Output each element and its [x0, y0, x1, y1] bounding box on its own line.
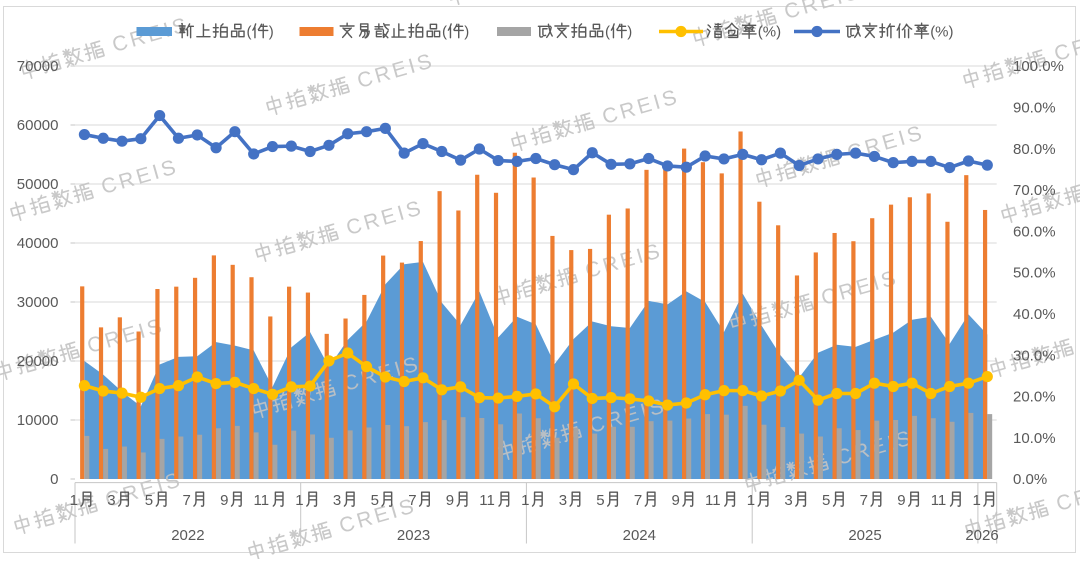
svg-text:90.0%: 90.0%: [1013, 100, 1056, 117]
svg-text:(: (: [247, 24, 252, 41]
svg-text:1: 1: [973, 492, 981, 509]
svg-text:1: 1: [70, 492, 78, 509]
svg-text:2023: 2023: [397, 527, 430, 544]
svg-text:2022: 2022: [171, 527, 204, 544]
svg-text:1: 1: [747, 492, 755, 509]
svg-text:9: 9: [897, 492, 905, 509]
svg-text:30000: 30000: [17, 294, 59, 311]
svg-text:9: 9: [220, 492, 228, 509]
svg-text:5: 5: [596, 492, 604, 509]
svg-text:11: 11: [705, 492, 721, 509]
svg-text:60.0%: 60.0%: [1013, 223, 1056, 240]
svg-text:2026: 2026: [965, 527, 998, 544]
svg-text:3: 3: [333, 492, 341, 509]
svg-text:40000: 40000: [17, 235, 59, 252]
svg-text:0.0%: 0.0%: [1013, 471, 1047, 488]
svg-text:5: 5: [822, 492, 830, 509]
svg-text:7: 7: [183, 492, 191, 509]
svg-text:7: 7: [634, 492, 642, 509]
svg-text:30.0%: 30.0%: [1013, 347, 1056, 364]
svg-text:(%): (%): [930, 24, 953, 41]
svg-text:(%): (%): [758, 24, 781, 41]
svg-text:5: 5: [145, 492, 153, 509]
svg-text:0: 0: [50, 471, 58, 488]
svg-text:10000: 10000: [17, 412, 59, 429]
svg-text:9: 9: [446, 492, 454, 509]
svg-text:3: 3: [784, 492, 792, 509]
svg-text:70000: 70000: [17, 58, 59, 75]
svg-text:100.0%: 100.0%: [1013, 58, 1064, 75]
svg-text:): ): [627, 24, 632, 41]
svg-text:3: 3: [559, 492, 567, 509]
svg-text:60000: 60000: [17, 117, 59, 134]
svg-text:80.0%: 80.0%: [1013, 141, 1056, 158]
svg-text:(: (: [442, 24, 447, 41]
svg-text:5: 5: [371, 492, 379, 509]
svg-text:70.0%: 70.0%: [1013, 182, 1056, 199]
svg-text:1: 1: [521, 492, 529, 509]
svg-text:40.0%: 40.0%: [1013, 306, 1056, 323]
svg-text:2025: 2025: [848, 527, 881, 544]
svg-text:20000: 20000: [17, 353, 59, 370]
svg-text:20.0%: 20.0%: [1013, 389, 1056, 406]
svg-text:7: 7: [860, 492, 868, 509]
svg-text:2024: 2024: [623, 527, 656, 544]
svg-text:CREIS: CREIS: [1079, 311, 1080, 355]
svg-text:50000: 50000: [17, 176, 59, 193]
svg-text:9: 9: [672, 492, 680, 509]
svg-text:11: 11: [254, 492, 270, 509]
svg-text:7: 7: [408, 492, 416, 509]
svg-text:(: (: [605, 24, 610, 41]
svg-text:11: 11: [931, 492, 947, 509]
svg-text:50.0%: 50.0%: [1013, 265, 1056, 282]
svg-text:3: 3: [107, 492, 115, 509]
svg-text:1: 1: [295, 492, 303, 509]
svg-text:): ): [269, 24, 274, 41]
svg-text:11: 11: [479, 492, 495, 509]
svg-text:10.0%: 10.0%: [1013, 430, 1056, 447]
svg-text:): ): [464, 24, 469, 41]
